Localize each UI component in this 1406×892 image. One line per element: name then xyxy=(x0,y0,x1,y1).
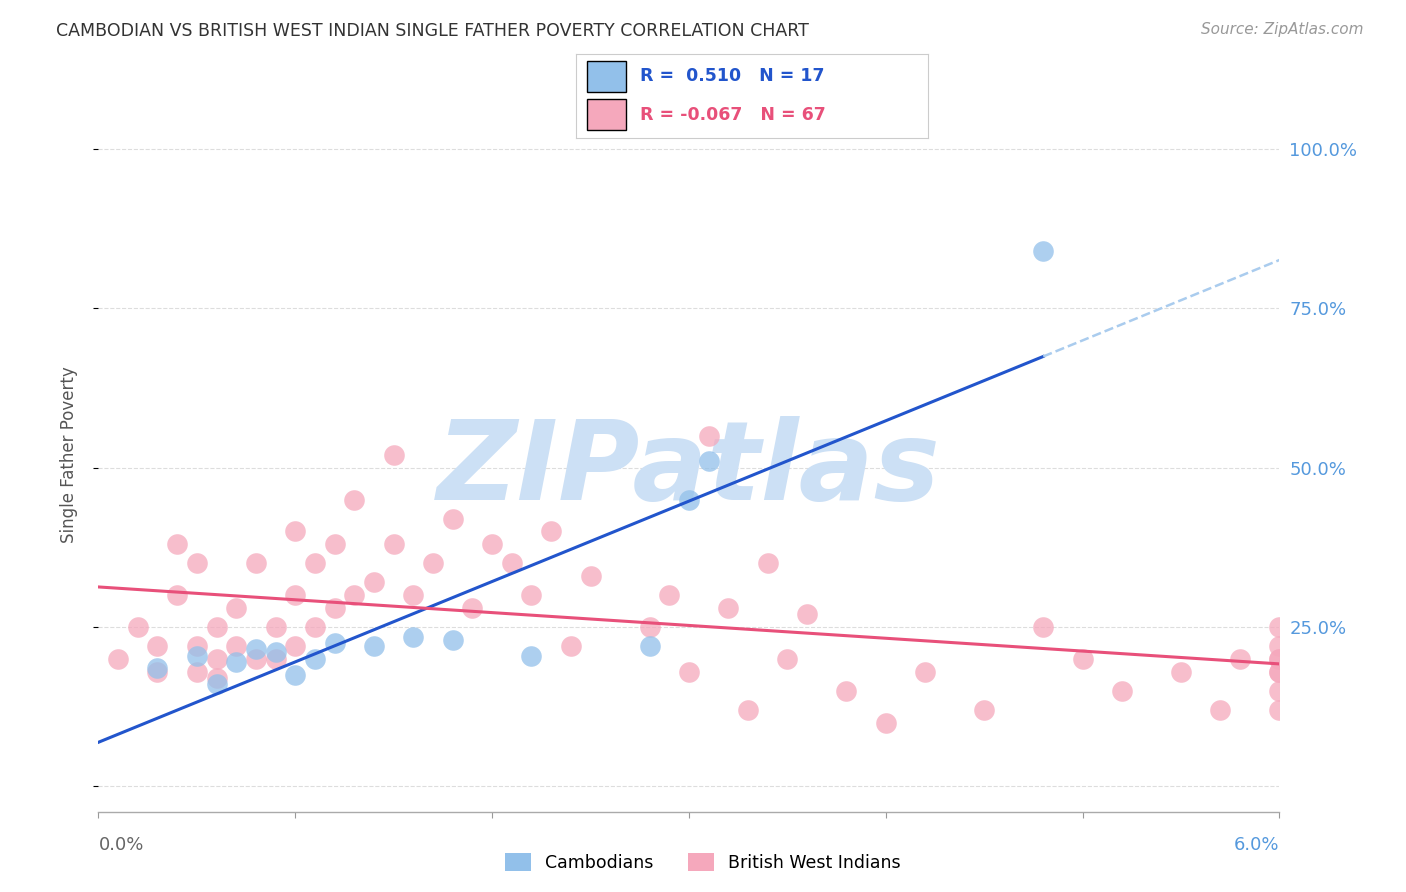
Point xyxy=(1268,652,1291,666)
Point xyxy=(1229,652,1251,666)
Point xyxy=(186,665,208,679)
Y-axis label: Single Father Poverty: Single Father Poverty xyxy=(59,367,77,543)
Point xyxy=(579,569,602,583)
Point xyxy=(776,652,799,666)
Point xyxy=(1111,683,1133,698)
Point xyxy=(284,667,307,681)
Point xyxy=(264,620,287,634)
Point xyxy=(1170,665,1192,679)
Point xyxy=(146,661,169,675)
Point xyxy=(717,600,740,615)
Point xyxy=(402,588,425,602)
Point xyxy=(875,715,897,730)
Point xyxy=(658,588,681,602)
Point xyxy=(284,588,307,602)
Point xyxy=(441,511,464,525)
Point xyxy=(323,600,346,615)
Text: ZIPatlas: ZIPatlas xyxy=(437,416,941,523)
Point xyxy=(284,524,307,539)
Point xyxy=(1032,244,1054,258)
Point xyxy=(1071,652,1094,666)
Point xyxy=(225,639,247,653)
Point xyxy=(1268,683,1291,698)
Point xyxy=(914,665,936,679)
Text: Source: ZipAtlas.com: Source: ZipAtlas.com xyxy=(1201,22,1364,37)
Point xyxy=(225,600,247,615)
Point xyxy=(1268,652,1291,666)
Point xyxy=(461,600,484,615)
Point xyxy=(205,677,228,691)
Legend: Cambodians, British West Indians: Cambodians, British West Indians xyxy=(498,847,908,879)
Point xyxy=(363,575,385,590)
Text: 6.0%: 6.0% xyxy=(1234,836,1279,854)
Point xyxy=(520,648,543,663)
Point xyxy=(107,652,129,666)
Point xyxy=(382,537,405,551)
Point xyxy=(205,620,228,634)
FancyBboxPatch shape xyxy=(586,62,626,92)
Point xyxy=(323,636,346,650)
Point xyxy=(166,537,188,551)
Point xyxy=(501,556,523,570)
Text: R =  0.510   N = 17: R = 0.510 N = 17 xyxy=(640,68,824,86)
Point xyxy=(343,492,366,507)
Point xyxy=(127,620,149,634)
Point xyxy=(402,630,425,644)
Point xyxy=(1268,665,1291,679)
Point xyxy=(638,639,661,653)
Text: 0.0%: 0.0% xyxy=(98,836,143,854)
Point xyxy=(343,588,366,602)
Point xyxy=(284,639,307,653)
Point xyxy=(225,655,247,669)
Point xyxy=(1268,665,1291,679)
Point xyxy=(796,607,818,622)
Point xyxy=(835,683,858,698)
Text: CAMBODIAN VS BRITISH WEST INDIAN SINGLE FATHER POVERTY CORRELATION CHART: CAMBODIAN VS BRITISH WEST INDIAN SINGLE … xyxy=(56,22,808,40)
Point xyxy=(678,492,700,507)
Point xyxy=(205,671,228,685)
Point xyxy=(186,556,208,570)
Text: R = -0.067   N = 67: R = -0.067 N = 67 xyxy=(640,105,825,123)
Point xyxy=(1032,620,1054,634)
Point xyxy=(520,588,543,602)
Point xyxy=(560,639,582,653)
Point xyxy=(304,556,326,570)
Point xyxy=(146,665,169,679)
Point xyxy=(382,448,405,462)
Point xyxy=(245,652,267,666)
Point xyxy=(304,620,326,634)
Point xyxy=(166,588,188,602)
Point xyxy=(697,454,720,468)
Point xyxy=(323,537,346,551)
Point xyxy=(737,703,759,717)
Point xyxy=(264,652,287,666)
Point xyxy=(205,652,228,666)
Point xyxy=(481,537,503,551)
Point xyxy=(245,556,267,570)
Point xyxy=(678,665,700,679)
Point xyxy=(441,632,464,647)
Point xyxy=(186,648,208,663)
Point xyxy=(638,620,661,634)
Point xyxy=(245,642,267,657)
Point xyxy=(1268,639,1291,653)
Point xyxy=(697,429,720,443)
Point xyxy=(1268,620,1291,634)
Point xyxy=(422,556,444,570)
Point xyxy=(264,645,287,659)
Point xyxy=(363,639,385,653)
FancyBboxPatch shape xyxy=(586,99,626,130)
Point xyxy=(304,652,326,666)
Point xyxy=(146,639,169,653)
Point xyxy=(186,639,208,653)
Point xyxy=(1209,703,1232,717)
Point xyxy=(756,556,779,570)
Point xyxy=(540,524,562,539)
Point xyxy=(973,703,995,717)
Point xyxy=(1268,703,1291,717)
